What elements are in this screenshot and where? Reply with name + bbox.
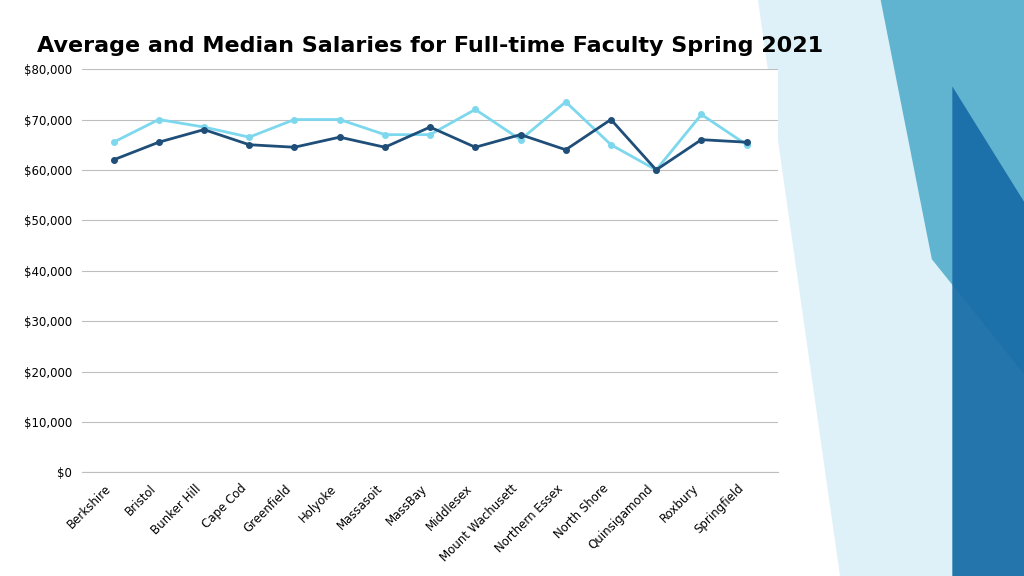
Median Salaries FT faculty (243, 141, 255, 148)
Polygon shape (881, 0, 1024, 374)
Average salaries FT faculty (243, 134, 255, 141)
Median Salaries FT faculty (740, 139, 753, 146)
Median Salaries FT faculty (650, 166, 663, 173)
Median Salaries FT faculty (514, 131, 526, 138)
Polygon shape (952, 86, 1024, 576)
Average salaries FT faculty (650, 166, 663, 173)
Line: Average salaries FT faculty: Average salaries FT faculty (111, 99, 750, 173)
Average salaries FT faculty (108, 139, 120, 146)
Average salaries FT faculty (469, 106, 481, 113)
Median Salaries FT faculty (289, 144, 301, 151)
Average salaries FT faculty (605, 141, 617, 148)
Average salaries FT faculty (379, 131, 391, 138)
Average salaries FT faculty (695, 111, 708, 118)
Median Salaries FT faculty (605, 116, 617, 123)
Average salaries FT faculty (424, 131, 436, 138)
Line: Median Salaries FT faculty: Median Salaries FT faculty (111, 117, 750, 173)
Median Salaries FT faculty (695, 137, 708, 143)
Median Salaries FT faculty (379, 144, 391, 151)
Median Salaries FT faculty (559, 146, 571, 153)
Median Salaries FT faculty (153, 139, 165, 146)
Polygon shape (758, 0, 1024, 576)
Average salaries FT faculty (289, 116, 301, 123)
Median Salaries FT faculty (334, 134, 346, 141)
Average salaries FT faculty (153, 116, 165, 123)
Average salaries FT faculty (559, 98, 571, 105)
Title: Average and Median Salaries for Full-time Faculty Spring 2021: Average and Median Salaries for Full-tim… (37, 36, 823, 56)
Average salaries FT faculty (740, 141, 753, 148)
Median Salaries FT faculty (198, 126, 210, 133)
Median Salaries FT faculty (108, 157, 120, 164)
Median Salaries FT faculty (424, 124, 436, 131)
Average salaries FT faculty (514, 137, 526, 143)
Median Salaries FT faculty (469, 144, 481, 151)
Average salaries FT faculty (334, 116, 346, 123)
Average salaries FT faculty (198, 124, 210, 131)
